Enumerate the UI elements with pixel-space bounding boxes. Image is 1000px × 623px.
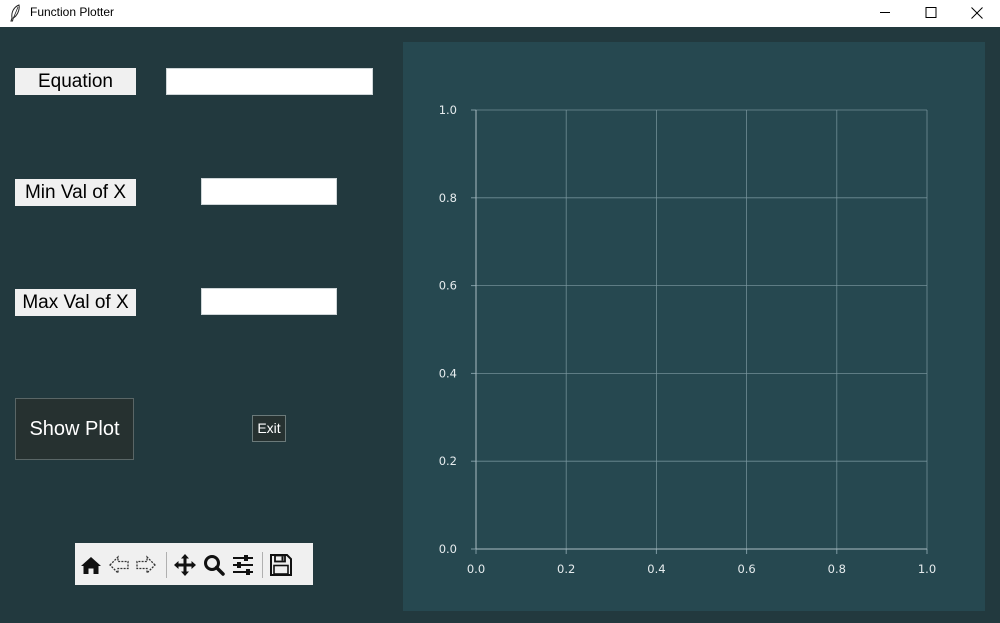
title-bar: Function Plotter <box>0 0 1000 27</box>
x-tick-label: 0.8 <box>828 562 846 576</box>
x-tick-label: 0.0 <box>467 562 485 576</box>
exit-button[interactable]: Exit <box>252 415 286 442</box>
y-tick-label: 0.2 <box>439 454 457 468</box>
home-button[interactable] <box>79 553 103 577</box>
equation-label: Equation <box>15 68 136 95</box>
zoom-icon <box>204 555 225 576</box>
back-button[interactable] <box>107 553 131 577</box>
x-tick-label: 0.6 <box>737 562 755 576</box>
close-icon <box>971 7 983 19</box>
maximize-icon <box>925 7 937 18</box>
save-button[interactable] <box>269 553 293 577</box>
forward-arrow-icon <box>136 555 156 575</box>
maximize-button[interactable] <box>908 0 954 27</box>
plot-toolbar <box>75 543 313 585</box>
show-plot-button[interactable]: Show Plot <box>15 398 134 460</box>
toolbar-separator <box>166 552 167 578</box>
y-tick-label: 0.6 <box>439 279 457 293</box>
zoom-button[interactable] <box>202 553 226 577</box>
plot-canvas[interactable]: 0.0 0.2 0.4 0.6 0.8 1.0 0.0 0.2 0.4 0.6 0.8 1.0 <box>403 42 985 611</box>
y-tick-label: 0.4 <box>439 366 457 380</box>
save-icon <box>270 554 292 576</box>
y-tick-label: 0.8 <box>439 191 457 205</box>
feather-app-icon <box>10 4 20 22</box>
min-x-input[interactable] <box>201 178 337 205</box>
close-button[interactable] <box>954 0 1000 27</box>
equation-input[interactable] <box>166 68 373 95</box>
configure-subplots-icon <box>233 555 253 575</box>
plot-axes: 0.0 0.2 0.4 0.6 0.8 1.0 0.0 0.2 0.4 0.6 0.8 1.0 <box>439 103 936 576</box>
x-tick-label: 0.4 <box>647 562 665 576</box>
minimize-button[interactable] <box>862 0 908 27</box>
max-x-label: Max Val of X <box>15 289 136 316</box>
max-x-input[interactable] <box>201 288 337 315</box>
y-tick-label: 0.0 <box>439 542 457 556</box>
toolbar-separator <box>262 552 263 578</box>
home-icon <box>81 557 101 574</box>
pan-button[interactable] <box>173 553 197 577</box>
x-tick-label: 0.2 <box>557 562 575 576</box>
x-tick-label: 1.0 <box>918 562 936 576</box>
min-x-label: Min Val of X <box>15 179 136 206</box>
forward-button[interactable] <box>134 553 158 577</box>
minimize-icon <box>880 12 890 13</box>
window-title: Function Plotter <box>30 5 115 19</box>
configure-subplots-button[interactable] <box>231 553 255 577</box>
pan-icon <box>174 554 196 576</box>
y-tick-label: 1.0 <box>439 103 457 117</box>
back-arrow-icon <box>109 555 129 575</box>
